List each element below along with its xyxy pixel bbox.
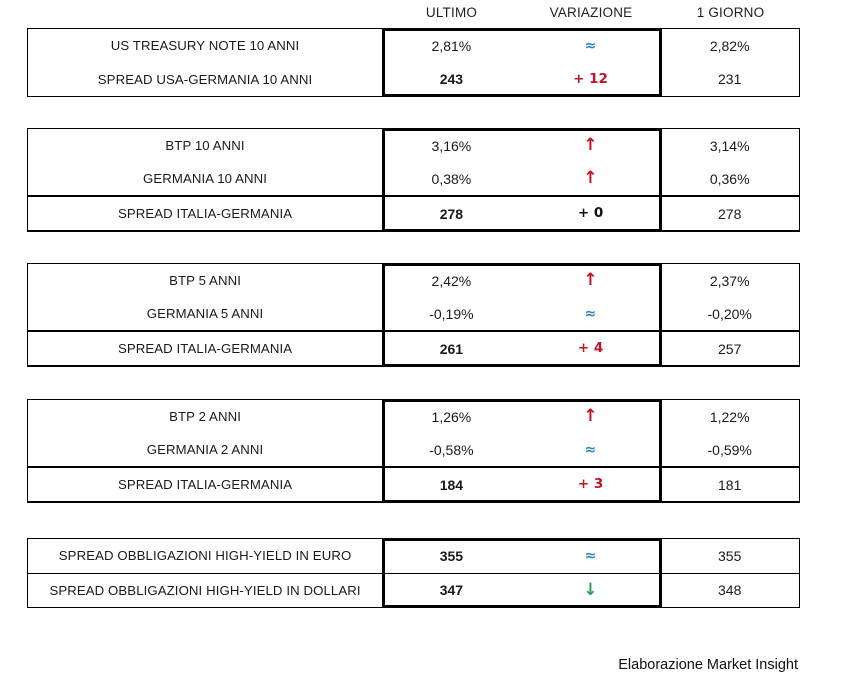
giorno-value: 278 xyxy=(718,205,742,222)
giorno-value: 2,82% xyxy=(709,37,750,54)
row-label: SPREAD ITALIA-GERMANIA xyxy=(117,477,293,492)
ultimo-value: 243 xyxy=(439,71,464,88)
ultimo-value: 2,42% xyxy=(431,272,472,289)
giorno-value: -0,20% xyxy=(707,305,752,322)
table-row: SPREAD OBBLIGAZIONI HIGH-YIELD IN EURO 3… xyxy=(28,539,799,573)
variation-cell: ≈ xyxy=(521,297,661,330)
ultimo-value: 184 xyxy=(439,476,464,493)
ultimo-value: 355 xyxy=(439,547,464,564)
block-us-treasury: US TREASURY NOTE 10 ANNI 2,81% ≈ 2,82% S… xyxy=(27,28,800,97)
table-row: GERMANIA 2 ANNI -0,58% ≈ -0,59% xyxy=(28,433,799,466)
giorno-value: 231 xyxy=(718,71,742,88)
row-label: SPREAD OBBLIGAZIONI HIGH-YIELD IN EURO xyxy=(58,548,352,564)
source-credit: Elaborazione Market Insight xyxy=(618,657,798,673)
block-high-yield: SPREAD OBBLIGAZIONI HIGH-YIELD IN EURO 3… xyxy=(27,538,800,608)
ultimo-value: 0,38% xyxy=(431,170,472,187)
ultimo-value: 261 xyxy=(439,340,464,357)
table-row: US TREASURY NOTE 10 ANNI 2,81% ≈ 2,82% xyxy=(28,29,799,63)
down-arrow-icon: ↓ xyxy=(583,579,598,600)
variation-value: + 4 xyxy=(577,339,604,356)
variation-value: + 0 xyxy=(577,204,604,221)
variation-value: + 12 xyxy=(573,70,608,87)
row-label: SPREAD ITALIA-GERMANIA xyxy=(117,206,293,221)
table-row: BTP 2 ANNI 1,26% ↑ 1,22% xyxy=(28,400,799,433)
block-10-anni: BTP 10 ANNI 3,16% ↑ 3,14% GERMANIA 10 AN… xyxy=(27,128,800,232)
block-5-anni: BTP 5 ANNI 2,42% ↑ 2,37% GERMANIA 5 ANNI… xyxy=(27,263,800,367)
row-label: SPREAD USA-GERMANIA 10 ANNI xyxy=(97,71,313,87)
flat-indicator-icon: ≈ xyxy=(584,305,597,322)
variation-cell: ↑ xyxy=(521,264,661,297)
variation-cell: + 3 xyxy=(521,468,661,501)
giorno-value: 3,14% xyxy=(709,137,750,154)
header-variazione: VARIAZIONE xyxy=(549,5,633,20)
giorno-value: 355 xyxy=(718,547,742,564)
giorno-value: 0,36% xyxy=(709,170,750,187)
variation-cell: + 4 xyxy=(521,332,661,365)
ultimo-value: 2,81% xyxy=(431,37,472,54)
row-label: GERMANIA 2 ANNI xyxy=(146,442,264,457)
header-1-giorno: 1 GIORNO xyxy=(696,5,765,20)
variation-cell: + 12 xyxy=(521,63,661,97)
ultimo-value: 347 xyxy=(439,582,464,599)
giorno-value: 348 xyxy=(718,582,742,599)
spread-row: SPREAD ITALIA-GERMANIA 278 + 0 278 xyxy=(28,195,799,230)
giorno-value: -0,59% xyxy=(707,441,752,458)
up-arrow-icon: ↑ xyxy=(583,135,598,155)
flat-indicator-icon: ≈ xyxy=(584,547,597,564)
variation-cell: ↑ xyxy=(521,400,661,433)
ultimo-value: -0,58% xyxy=(429,441,474,458)
row-label: GERMANIA 10 ANNI xyxy=(143,171,268,186)
row-label: BTP 5 ANNI xyxy=(169,273,241,288)
giorno-value: 181 xyxy=(718,476,742,493)
column-headers: ULTIMO VARIAZIONE 1 GIORNO xyxy=(382,5,800,20)
row-label: US TREASURY NOTE 10 ANNI xyxy=(110,38,300,54)
spread-row: SPREAD ITALIA-GERMANIA 261 + 4 257 xyxy=(28,330,799,365)
table-row: SPREAD OBBLIGAZIONI HIGH-YIELD IN DOLLAR… xyxy=(28,572,799,608)
giorno-value: 2,37% xyxy=(709,272,750,289)
giorno-value: 257 xyxy=(718,340,742,357)
variation-cell: ≈ xyxy=(521,29,661,63)
row-label: BTP 10 ANNI xyxy=(165,138,245,153)
table-row: BTP 5 ANNI 2,42% ↑ 2,37% xyxy=(28,264,799,297)
table-row: SPREAD USA-GERMANIA 10 ANNI 243 + 12 231 xyxy=(28,63,799,97)
up-arrow-icon: ↑ xyxy=(583,406,598,426)
variation-value: + 3 xyxy=(577,475,604,492)
spread-row: SPREAD ITALIA-GERMANIA 184 + 3 181 xyxy=(28,466,799,501)
variation-cell: ↑ xyxy=(521,129,661,162)
giorno-value: 1,22% xyxy=(709,408,750,425)
table-row: BTP 10 ANNI 3,16% ↑ 3,14% xyxy=(28,129,799,162)
ultimo-value: 1,26% xyxy=(431,408,472,425)
block-2-anni: BTP 2 ANNI 1,26% ↑ 1,22% GERMANIA 2 ANNI… xyxy=(27,399,800,503)
variation-cell: ↓ xyxy=(521,574,661,608)
variation-cell: ≈ xyxy=(521,433,661,466)
header-ultimo: ULTIMO xyxy=(425,5,478,20)
variation-cell: + 0 xyxy=(521,197,661,230)
flat-indicator-icon: ≈ xyxy=(584,441,597,458)
ultimo-value: 3,16% xyxy=(431,137,472,154)
row-label: SPREAD ITALIA-GERMANIA xyxy=(117,341,293,356)
table-row: GERMANIA 5 ANNI -0,19% ≈ -0,20% xyxy=(28,297,799,330)
ultimo-value: -0,19% xyxy=(429,305,474,322)
flat-indicator-icon: ≈ xyxy=(584,37,597,54)
variation-cell: ↑ xyxy=(521,162,661,195)
up-arrow-icon: ↑ xyxy=(583,168,598,188)
row-label: GERMANIA 5 ANNI xyxy=(146,306,264,321)
table-row: GERMANIA 10 ANNI 0,38% ↑ 0,36% xyxy=(28,162,799,195)
variation-cell: ≈ xyxy=(521,539,661,573)
ultimo-value: 278 xyxy=(439,205,464,222)
up-arrow-icon: ↑ xyxy=(583,270,598,290)
row-label: BTP 2 ANNI xyxy=(169,409,241,424)
row-label: SPREAD OBBLIGAZIONI HIGH-YIELD IN DOLLAR… xyxy=(49,582,361,598)
